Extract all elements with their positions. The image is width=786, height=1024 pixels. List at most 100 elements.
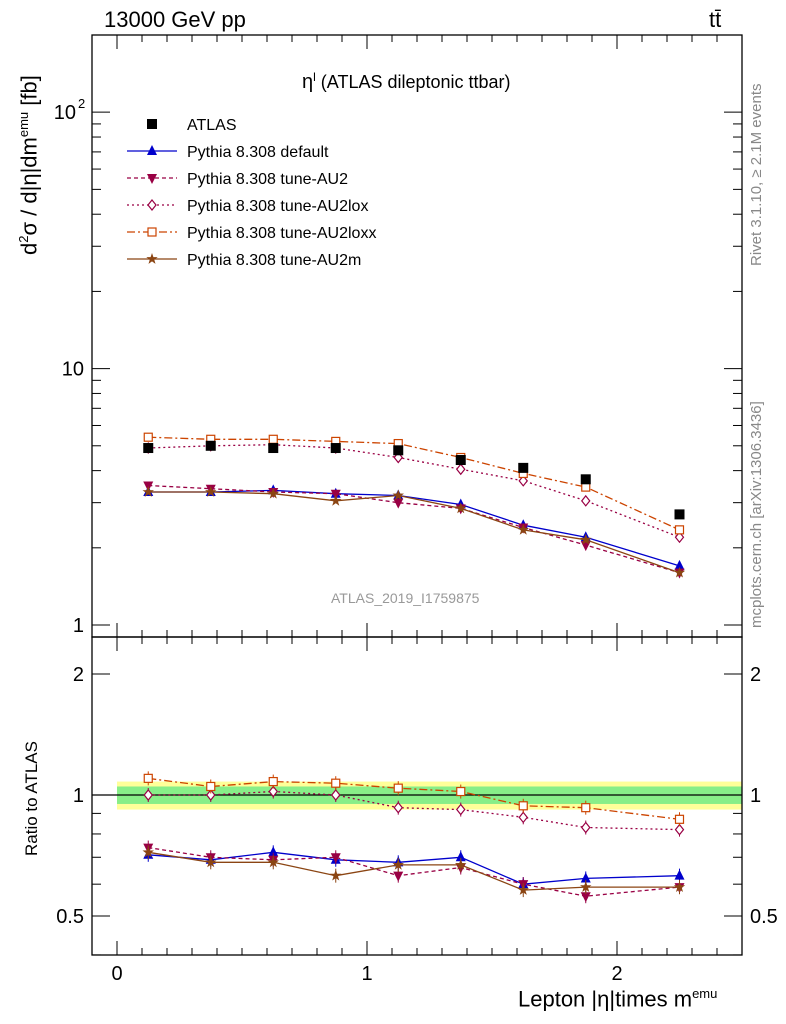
ratio-series-point [268,785,279,798]
series-point [268,434,278,444]
ratio-series-point [580,892,591,903]
data-point [674,509,685,520]
ratio-series-point [674,823,685,836]
ratio-series-point [455,858,467,870]
chart-title: ηl (ATLAS dileptonic ttbar) [302,70,511,94]
legend-marker-1 [147,174,157,184]
series-point [580,541,591,552]
process-label: tt̄ [709,7,722,32]
series-line-0 [148,489,680,567]
data-point [580,474,591,485]
series-point [143,432,153,442]
x-tick-label: 0 [111,963,122,985]
ratio-series-point [580,821,591,834]
ratio-series-point [674,814,685,824]
ratio-series-point [673,881,686,892]
series-line-3 [148,436,680,531]
series-point [518,474,529,487]
series-point [330,494,342,506]
ratio-series-line-0 [148,851,680,885]
ratio-series-point [517,884,529,895]
x-tick-label: 1 [361,963,372,985]
ratio-series-line-1 [148,846,680,897]
series-point [674,531,685,544]
chart-title-main: η [302,71,314,93]
series-point [673,566,686,578]
legend-marker-3 [147,227,157,237]
y-tick-label: 1 [73,615,84,637]
series-point [330,489,341,500]
data-point [143,443,154,454]
ratio-y-tick-label-right: 1 [750,785,761,807]
ratio-series-point [580,872,591,883]
ratio-y-tick-label: 1 [73,785,84,807]
series-point [455,502,467,514]
series-point [393,498,404,509]
series-layer [142,432,686,904]
rivet-version-label: Rivet 3.1.10, ≥ 2.1M events [748,83,765,267]
ratio-y-tick-label-right: 2 [750,664,761,686]
legend-label-3: Pythia 8.308 tune-AU2loxx [187,225,376,242]
y-tick-label: 10 [62,359,84,381]
series-point [392,489,404,501]
ratio-series-point [268,776,278,787]
ratio-y-tick-label: 2 [73,664,84,686]
legend-marker-data [147,119,157,129]
ratio-series-point [393,783,403,793]
ratio-series-point [392,858,404,870]
series-line-1 [148,484,680,574]
energy-label: 13000 GeV pp [104,7,246,32]
series-point [674,525,685,535]
ratio-uncertainty-band [92,781,742,810]
y-axis-label: d2σ / d|η|dmemu [fb] [16,75,42,255]
ratio-series-point [455,803,466,816]
series-point [455,463,466,476]
ylabel-body: σ / d|η|dm [16,137,42,236]
watermark: ATLAS_2019_I1759875 [331,590,480,606]
data-point [518,462,529,473]
ratio-series-point [393,801,404,814]
data-point [205,440,216,451]
legend-marker-4 [146,253,158,264]
ratio-series-point [581,803,591,813]
ratio-series-point [455,851,466,862]
ratio-y-axis-label: Ratio to ATLAS [22,741,41,856]
data-point [330,443,341,454]
ratio-series-point [331,778,341,788]
ratio-series-point [142,846,154,858]
series-point [580,533,592,545]
ratio-series-point [518,811,529,824]
ratio-y-tick-label-right: 0.5 [750,906,778,928]
legend-label-0: Pythia 8.308 default [187,144,329,161]
ratio-series-point [205,789,216,801]
data-point [393,445,404,456]
chart-title-rest: (ATLAS dileptonic ttbar) [315,72,511,92]
y-tick-label: 10 [54,102,76,124]
ratio-series-point [393,871,404,882]
chart-title-sup: l [313,70,316,84]
ratio-series-point [674,869,685,880]
data-point [268,443,279,454]
ratio-series-point [580,881,592,892]
ylabel-sup: emu [16,111,31,138]
ratio-series-point [205,856,217,868]
ratio-series-point [330,853,341,864]
mcplots-label: mcplots.cern.ch [arXiv:1306.3436] [748,401,765,628]
series-point [205,486,217,497]
ratio-y-tick-label: 0.5 [56,906,84,928]
ratio-series-point [143,773,153,783]
ratio-plot-frame [91,636,743,956]
ratio-series-point [330,869,342,881]
ylabel-unit: [fb] [16,75,42,112]
legend-marker-0 [147,145,157,155]
ylabel-d: d [16,242,42,255]
series-point [267,487,279,499]
legend-label-4: Pythia 8.308 tune-AU2m [187,252,361,269]
ratio-series-point [456,786,466,797]
ratio-series-line-3 [148,777,680,820]
y-tick-label-exponent: 2 [78,96,85,111]
legend-label-2: Pythia 8.308 tune-AU2lox [187,198,368,215]
series-point [142,486,154,497]
